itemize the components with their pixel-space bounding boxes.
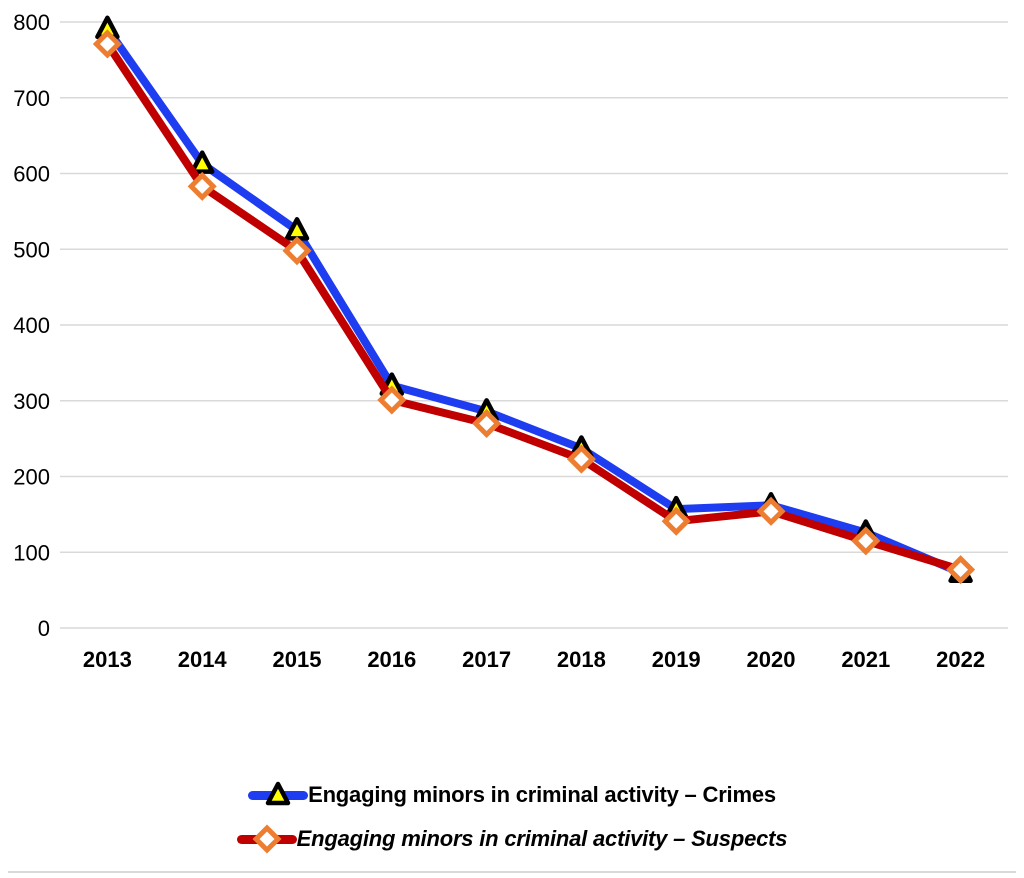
x-tick-label: 2013 (83, 647, 132, 672)
x-tick-label: 2020 (747, 647, 796, 672)
diamond-marker (377, 385, 407, 415)
y-tick-label: 600 (13, 162, 50, 187)
diamond-marker (92, 29, 122, 59)
y-tick-label: 400 (13, 313, 50, 338)
crimes-line-sample (248, 780, 309, 810)
crimes-line (103, 24, 965, 577)
diamond-marker (472, 408, 502, 439)
bottom-divider (8, 871, 1016, 873)
x-tick-label: 2016 (367, 647, 416, 672)
diamond-marker (946, 555, 976, 585)
diamond-marker (187, 171, 217, 201)
x-tick-label: 2021 (841, 647, 890, 672)
y-tick-label: 100 (13, 540, 50, 565)
diamond-marker (851, 526, 881, 556)
x-tick-label: 2015 (273, 647, 322, 672)
diamond-marker-icon (252, 824, 282, 854)
diamond-marker (756, 496, 786, 526)
line-chart-canvas: 0 100 200 300 400 500 600 700 800 2013 2014 2015 201… (13, 10, 1008, 672)
legend-item-crimes: Engaging minors in criminal activity – C… (248, 780, 776, 810)
diamond-marker (282, 236, 312, 266)
y-tick-label: 200 (13, 465, 50, 490)
legend-label-suspects: Engaging minors in criminal activity – S… (296, 826, 788, 851)
triangle-marker-glyph (265, 781, 291, 806)
triangle-marker (189, 150, 215, 174)
y-tick-label: 500 (13, 237, 50, 262)
x-tick-label: 2018 (557, 647, 606, 672)
diamond-marker (566, 444, 596, 474)
diamond-marker-glyph (252, 824, 282, 854)
x-tick-label: 2014 (178, 647, 228, 672)
y-tick-label: 700 (13, 86, 50, 111)
chart-legend: Engaging minors in criminal activity – C… (0, 780, 1024, 854)
suspects-line (103, 39, 965, 574)
y-tick-label: 300 (13, 389, 50, 414)
x-tick-label: 2019 (652, 647, 701, 672)
legend-item-suspects: Engaging minors in criminal activity – S… (236, 824, 788, 854)
triangle-marker-icon (265, 781, 291, 806)
legend-label-crimes: Engaging minors in criminal activity – C… (308, 782, 776, 807)
diamond-marker (661, 506, 691, 536)
y-tick-label: 0 (38, 616, 50, 641)
x-tick-label: 2022 (936, 647, 985, 672)
x-tick-label: 2017 (462, 647, 511, 672)
suspects-line-sample (236, 824, 297, 854)
y-tick-label: 800 (13, 10, 50, 35)
